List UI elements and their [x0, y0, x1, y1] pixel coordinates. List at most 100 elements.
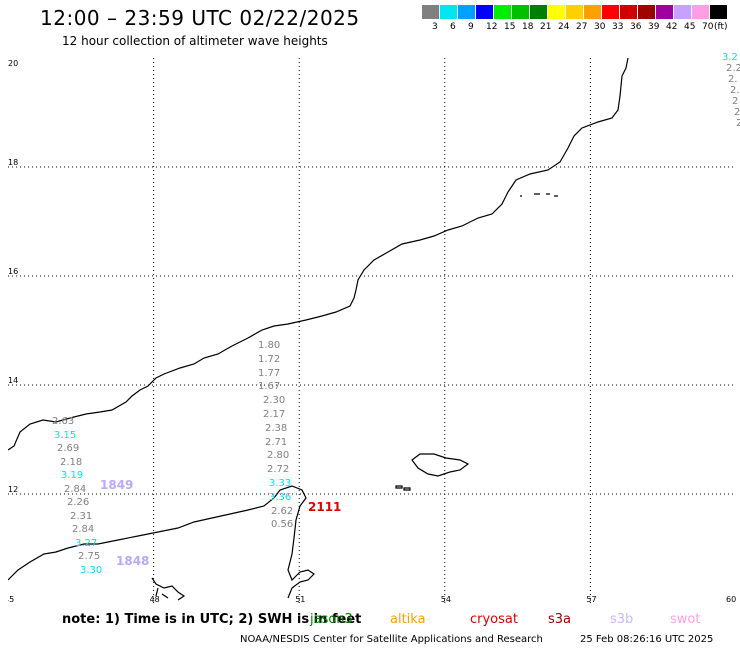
legend-label: 21	[540, 22, 552, 32]
legend-swatch	[530, 5, 547, 19]
legend-swatch	[422, 5, 439, 19]
wave-height-value: 2.17	[263, 409, 286, 420]
legend-swatch	[458, 5, 475, 19]
pass-time-label: 1848	[116, 554, 150, 568]
coastline	[8, 58, 629, 601]
island-kuria	[520, 193, 558, 197]
legend-swatch	[494, 5, 511, 19]
legend-swatch	[602, 5, 619, 19]
map-subtitle: 12 hour collection of altimeter wave hei…	[62, 34, 328, 48]
lon-tick-label: 60	[726, 595, 736, 603]
satellite-label: s3a	[548, 612, 572, 627]
legend-label: 15	[504, 22, 516, 32]
legend-label: 36	[630, 22, 642, 32]
island-small-1	[395, 485, 403, 489]
wave-height-value: 2.75	[78, 551, 101, 562]
lat-tick-label: 16	[8, 267, 18, 276]
wave-height-value: 3.15	[54, 429, 77, 441]
wave-height-value: 3.19	[61, 470, 84, 481]
wave-height-value: 1.72	[258, 353, 281, 365]
legend-label: 70	[702, 22, 714, 32]
legend-swatch	[566, 5, 583, 19]
legend-label: 27	[576, 22, 588, 32]
grid-lines	[8, 58, 736, 603]
wave-height-value: 2.63	[52, 416, 75, 427]
legend-label: 39	[648, 22, 660, 32]
legend-swatch	[584, 5, 601, 19]
wave-height-value: 1.80	[258, 340, 281, 351]
footer-timestamp: 25 Feb 08:26:16 UTC 2025	[580, 634, 714, 645]
legend-swatch	[692, 5, 709, 19]
legend-label: 18	[522, 22, 534, 32]
wave-height-value: 2.	[728, 74, 738, 85]
wave-height-value: 3.33	[269, 478, 292, 489]
satellite-label: cryosat	[470, 612, 518, 627]
satellite-label: jason3	[310, 612, 353, 627]
coastline-main	[8, 58, 629, 451]
wave-height-value: 2	[734, 107, 740, 118]
legend-label: 42	[666, 22, 678, 32]
lat-tick-label: 18	[8, 158, 18, 167]
lat-tick-label: 12	[8, 485, 18, 494]
legend-label: 33	[612, 22, 624, 32]
lon-tick-label: 48	[150, 595, 160, 603]
coastline-south	[8, 485, 315, 599]
legend-swatch	[710, 5, 727, 19]
wave-height-value: 2	[736, 118, 740, 129]
satellite-label: altika	[390, 612, 426, 627]
wave-height-value: 2.71	[265, 436, 288, 448]
legend-swatch	[656, 5, 673, 19]
footer-note: note: 1) Time is in UTC; 2) SWH is in fe…	[62, 612, 362, 627]
lat-tick-label: 20	[8, 59, 18, 68]
satellite-label: s3b	[610, 612, 634, 627]
island-socotra	[411, 453, 470, 477]
legend-label: 6	[450, 22, 456, 32]
legend-swatch	[476, 5, 493, 19]
wave-height-value: 3.36	[269, 491, 292, 503]
wave-height-value: 2.69	[57, 443, 80, 454]
wave-height-value: 0.56	[271, 519, 294, 531]
lon-tick-label: 54	[441, 595, 451, 603]
legend-swatch	[638, 5, 655, 19]
wave-height-value: 2.18	[60, 456, 83, 468]
legend-swatch	[674, 5, 691, 19]
wave-height-value: 3.30	[80, 564, 103, 576]
wave-height-value: 2.26	[67, 497, 90, 508]
wave-height-value: 2.84	[72, 524, 95, 535]
pass-time-label: 1849	[100, 478, 134, 492]
wave-height-value: 2.62	[271, 505, 294, 517]
legend-label: 12	[486, 22, 498, 32]
wave-height-value: 2.30	[263, 395, 286, 407]
wave-height-value: 2.2	[726, 63, 740, 74]
lon-tick-label: 51	[295, 595, 305, 603]
wave-height-value: 3.27	[75, 537, 98, 549]
wave-height-value: 2.31	[70, 510, 93, 522]
legend-label: 30	[594, 22, 606, 32]
legend-swatch	[548, 5, 565, 19]
wave-height-value: 3.2	[722, 52, 738, 63]
legend-label: 3	[432, 22, 438, 32]
legend-label: 45	[684, 22, 696, 32]
satellite-label: swot	[670, 612, 701, 627]
pass-time-label: 2111	[308, 500, 342, 514]
wave-height-value: 2.80	[267, 450, 290, 462]
lon-tick-label: 57	[586, 595, 596, 603]
lon-tick-label: 45	[8, 595, 14, 603]
wave-height-value: 2.	[730, 85, 740, 96]
wave-height-value: 2.38	[265, 422, 288, 434]
wave-height-value: 2	[732, 96, 739, 107]
legend-label: 24	[558, 22, 570, 32]
legend-label: 9	[468, 22, 474, 32]
legend-unit: (ft)	[714, 22, 728, 32]
axis-tick-labels: 45 48 51 54 57 60 20 18 16 14 12	[8, 59, 736, 603]
map-canvas: 45 48 51 54 57 60 20 18 16 14 12	[8, 58, 736, 603]
legend-swatch	[512, 5, 529, 19]
wave-height-value: 2.84	[64, 483, 87, 495]
footer-credit: NOAA/NESDIS Center for Satellite Applica…	[240, 634, 543, 645]
map-title: 12:00 – 23:59 UTC 02/22/2025	[40, 6, 360, 30]
island-small-2	[403, 487, 411, 491]
wave-height-value: 2.72	[267, 464, 290, 476]
shoreline-somalia	[151, 577, 186, 601]
lat-tick-label: 14	[8, 376, 18, 385]
wave-height-value: 1.77	[258, 367, 281, 379]
